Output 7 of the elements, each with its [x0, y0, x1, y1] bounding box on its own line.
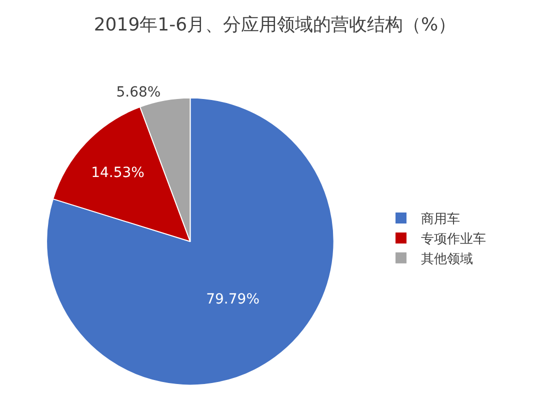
data-label: 5.68%	[116, 84, 161, 100]
legend-label: 专项作业车	[421, 232, 486, 248]
data-label: 14.53%	[91, 165, 144, 182]
data-label: 79.79%	[206, 291, 260, 308]
legend-label: 商用车	[421, 212, 460, 228]
legend-label: 其他领域	[421, 252, 473, 267]
chart-title: 2019年1-6月、分应用领域的营收结构（%）	[94, 14, 456, 36]
